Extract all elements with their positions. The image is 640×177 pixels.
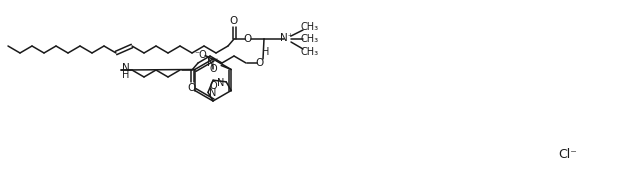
Text: N: N: [122, 63, 130, 73]
Text: H: H: [122, 70, 130, 80]
Text: N⁺: N⁺: [207, 58, 220, 67]
Text: O: O: [244, 34, 252, 44]
Text: O: O: [209, 64, 217, 73]
Text: H: H: [262, 47, 269, 57]
Text: Cl⁻: Cl⁻: [559, 149, 577, 161]
Text: ⁻O: ⁻O: [195, 50, 207, 61]
Text: O: O: [188, 83, 196, 93]
Text: N: N: [218, 78, 225, 88]
Text: N: N: [209, 88, 217, 98]
Text: O: O: [256, 58, 264, 68]
Text: O: O: [209, 81, 217, 91]
Text: N⁺: N⁺: [280, 33, 294, 43]
Text: O: O: [230, 16, 238, 26]
Text: CH₃: CH₃: [301, 47, 319, 57]
Text: CH₃: CH₃: [301, 34, 319, 44]
Text: CH₃: CH₃: [301, 22, 319, 32]
